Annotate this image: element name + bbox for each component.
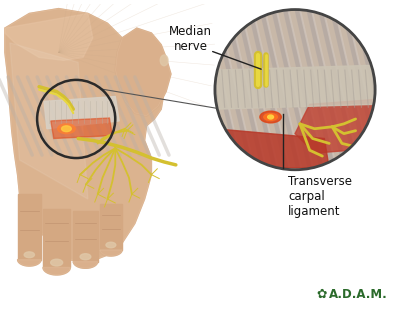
Polygon shape bbox=[10, 43, 88, 199]
Polygon shape bbox=[18, 260, 41, 266]
Ellipse shape bbox=[58, 124, 75, 134]
Text: Transverse
carpal
ligament: Transverse carpal ligament bbox=[288, 175, 352, 218]
Text: Median
nerve: Median nerve bbox=[169, 25, 212, 53]
Polygon shape bbox=[5, 9, 164, 263]
Ellipse shape bbox=[268, 115, 274, 119]
Ellipse shape bbox=[106, 242, 116, 248]
Ellipse shape bbox=[260, 111, 281, 123]
Polygon shape bbox=[73, 261, 98, 268]
Ellipse shape bbox=[160, 55, 168, 66]
Polygon shape bbox=[100, 250, 122, 256]
Polygon shape bbox=[51, 118, 112, 139]
Ellipse shape bbox=[51, 259, 63, 266]
Polygon shape bbox=[44, 97, 119, 129]
Ellipse shape bbox=[62, 126, 71, 132]
Polygon shape bbox=[18, 260, 41, 266]
Polygon shape bbox=[295, 100, 375, 153]
Polygon shape bbox=[115, 28, 171, 116]
Ellipse shape bbox=[264, 114, 278, 120]
Text: A.D.A.M.: A.D.A.M. bbox=[329, 288, 388, 301]
Ellipse shape bbox=[24, 252, 34, 258]
Polygon shape bbox=[43, 268, 70, 275]
Text: ✿: ✿ bbox=[317, 288, 327, 301]
Polygon shape bbox=[215, 65, 375, 109]
Polygon shape bbox=[18, 194, 41, 260]
Polygon shape bbox=[115, 28, 171, 116]
Polygon shape bbox=[73, 211, 98, 261]
Polygon shape bbox=[215, 129, 329, 168]
Polygon shape bbox=[73, 261, 98, 268]
Polygon shape bbox=[100, 250, 122, 256]
Polygon shape bbox=[100, 204, 122, 250]
Polygon shape bbox=[43, 209, 70, 268]
Circle shape bbox=[215, 10, 375, 170]
Polygon shape bbox=[5, 9, 164, 263]
Polygon shape bbox=[43, 268, 70, 275]
Polygon shape bbox=[5, 13, 93, 60]
Ellipse shape bbox=[80, 254, 91, 260]
